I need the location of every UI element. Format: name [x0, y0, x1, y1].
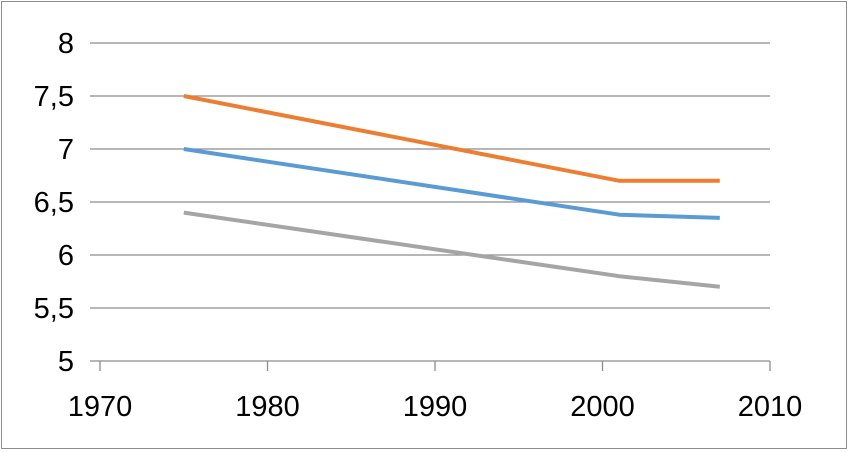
- x-tick-label: 2010: [738, 391, 803, 423]
- x-tick-label: 1990: [403, 391, 468, 423]
- y-tick-label: 8: [58, 28, 74, 60]
- x-tick-label: 2000: [570, 391, 635, 423]
- series-line-3: [183, 210, 721, 289]
- y-tick-label: 7: [58, 134, 74, 166]
- y-tick-label: 7,5: [34, 81, 74, 113]
- x-tick-label: 1970: [68, 391, 133, 423]
- y-tick-label: 5,5: [34, 293, 74, 325]
- x-tick-labels: 1970 1980 1990 2000 2010: [68, 391, 803, 423]
- y-tick-label: 6: [58, 240, 74, 272]
- x-axis: [99, 361, 771, 371]
- y-tick-labels: 5 5,5 6 6,5 7 7,5 8: [34, 28, 74, 378]
- y-tick-label: 6,5: [34, 187, 74, 219]
- gridlines: [90, 42, 770, 362]
- y-tick-label: 5: [58, 346, 74, 378]
- series-line-2: [183, 147, 720, 220]
- series-line-1: [183, 94, 720, 183]
- series-lines: [183, 94, 721, 289]
- x-tick-label: 1980: [235, 391, 300, 423]
